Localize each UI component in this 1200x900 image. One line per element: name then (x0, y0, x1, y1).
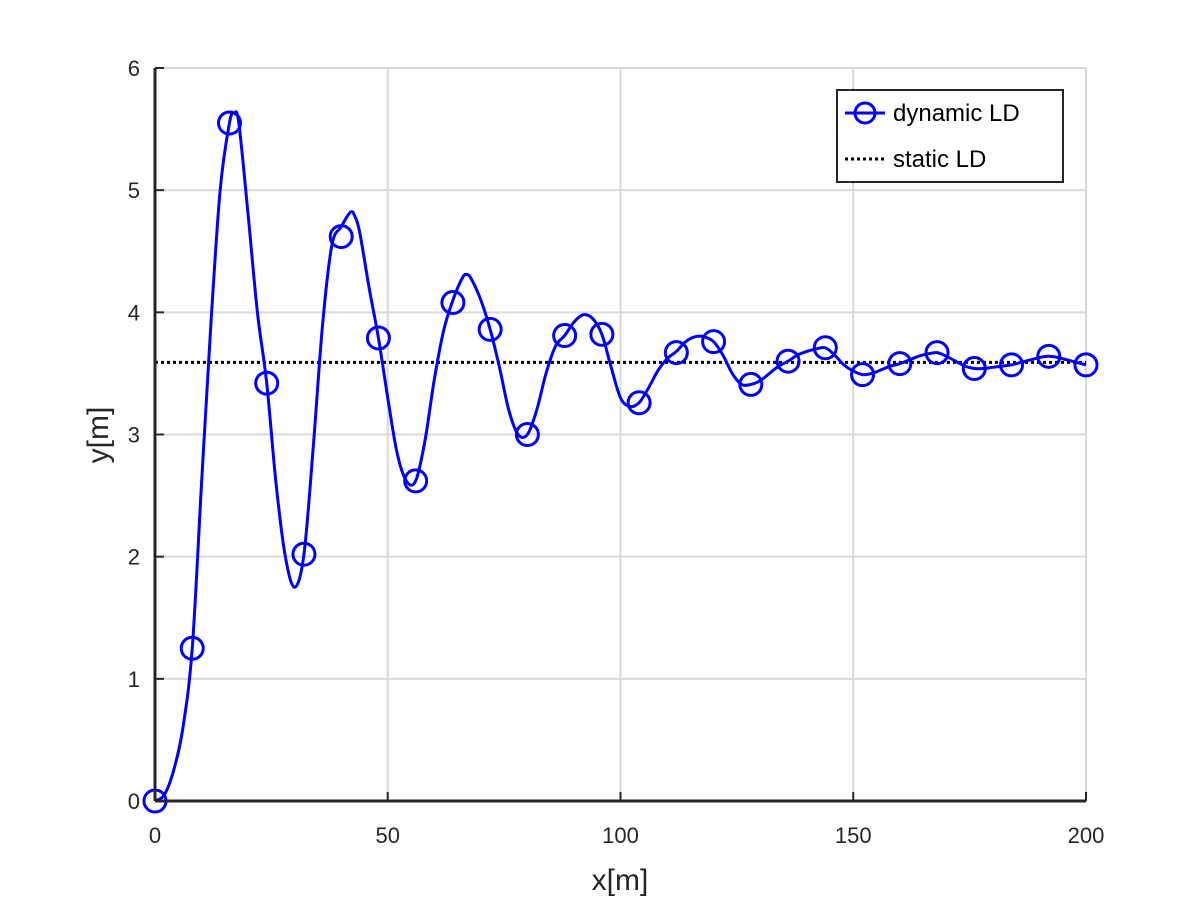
dynamic-ld-marker (1036, 343, 1062, 369)
dynamic-ld-marker (701, 329, 727, 355)
dynamic-ld-marker (328, 224, 354, 250)
tick-labels: 0 50 100 150 200 0 1 2 3 4 5 6 (128, 56, 1105, 848)
legend: dynamic LD static LD (836, 89, 1064, 183)
x-tick-label: 50 (376, 823, 400, 848)
dynamic-ld-marker (663, 340, 689, 366)
dynamic-ld-marker (961, 356, 987, 382)
dynamic-ld-marker (738, 371, 764, 397)
x-tick-label: 0 (149, 823, 161, 848)
y-tick-label: 4 (128, 300, 140, 325)
dynamic-ld-marker (626, 390, 652, 416)
dynamic-ld-marker (924, 340, 950, 366)
legend-dynamic-label: dynamic LD (893, 100, 1020, 127)
y-tick-label: 3 (128, 423, 140, 448)
dynamic-ld-marker (365, 325, 391, 351)
y-axis-title: y[m] (82, 407, 115, 464)
dynamic-ld-marker (403, 468, 429, 494)
y-tick-label: 1 (128, 667, 140, 692)
dynamic-ld-line (154, 110, 1087, 803)
y-tick-label: 5 (128, 178, 140, 203)
dynamic-ld-marker (850, 362, 876, 388)
y-tick-label: 6 (128, 56, 140, 81)
dynamic-ld-marker (999, 352, 1025, 378)
dynamic-ld-marker (887, 351, 913, 377)
dynamic-ld-marker (440, 290, 466, 316)
dynamic-ld-marker (477, 316, 503, 342)
dynamic-ld-marker (254, 370, 280, 396)
x-tick-label: 150 (835, 823, 872, 848)
dynamic-ld-marker (812, 335, 838, 361)
legend-box (836, 89, 1064, 183)
dynamic-ld-marker (775, 348, 801, 374)
legend-dynamic-marker-swatch (853, 101, 877, 125)
dynamic-series (142, 110, 1099, 814)
dynamic-ld-marker (552, 323, 578, 349)
axes (153, 67, 1087, 803)
dynamic-ld-marker (179, 635, 205, 661)
grid-lines (155, 67, 1087, 801)
dynamic-ld-marker (1073, 352, 1099, 378)
dynamic-ld-marker (216, 110, 242, 136)
y-tick-label: 0 (128, 789, 140, 814)
dynamic-ld-marker (514, 422, 540, 447)
legend-static-label: static LD (893, 146, 986, 173)
x-axis-title: x[m] (592, 864, 649, 897)
x-tick-label: 100 (602, 823, 639, 848)
dynamic-ld-marker (291, 541, 317, 567)
y-tick-label: 2 (128, 545, 140, 570)
x-tick-label: 200 (1068, 823, 1105, 848)
dynamic-ld-marker (589, 321, 615, 347)
